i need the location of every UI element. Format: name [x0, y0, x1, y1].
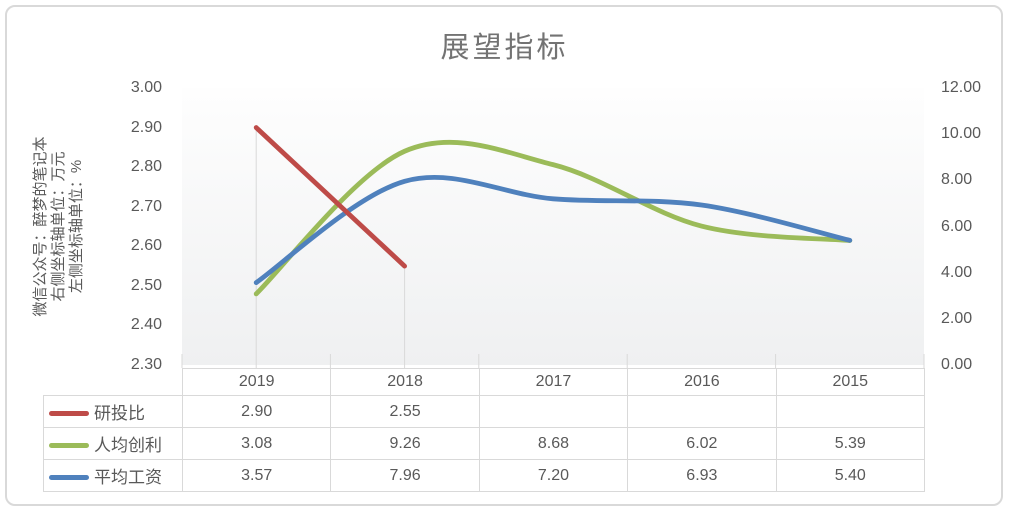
left-axis-tick-label: 3.00 — [130, 79, 162, 96]
left-axis-tick-label: 2.50 — [130, 276, 162, 294]
table-value-cell — [775, 395, 925, 428]
table-value-cell: 7.20 — [478, 459, 629, 492]
table-header-row: 2019 2018 2017 2016 2015 — [44, 368, 925, 396]
table-value-cell: 2.55 — [330, 395, 480, 428]
left-axis-tick-label: 2.60 — [130, 237, 162, 255]
table-row-series-1: 人均创利 3.08 9.26 8.68 6.02 5.39 — [43, 427, 925, 460]
right-axis-tick-label: 4.00 — [941, 263, 973, 281]
table-value-cell: 3.08 — [181, 427, 332, 460]
plot-background — [182, 88, 924, 365]
series-line-0 — [253, 125, 407, 269]
right-axis-tick-label: 6.00 — [941, 217, 973, 235]
table-value-cell: 9.26 — [330, 427, 480, 460]
table-value-cell: 5.40 — [775, 459, 925, 492]
right-axis-tick-label: 0.00 — [941, 356, 973, 373]
year-header-2017: 2017 — [478, 368, 629, 396]
legend-label: 人均创利 — [94, 436, 162, 455]
legend-label: 平均工资 — [94, 468, 162, 487]
data-table: 2019 2018 2017 2016 2015 研投比 2.90 2.55 人均创利 3.08… — [43, 368, 925, 492]
table-value-cell: 2.90 — [181, 395, 332, 428]
chart-title: 展望指标 — [440, 32, 569, 64]
table-corner-cell — [44, 369, 183, 396]
table-row-series-0: 研投比 2.90 2.55 — [43, 395, 925, 428]
table-value-cell: 6.93 — [627, 459, 777, 492]
year-header-2018: 2018 — [330, 368, 480, 396]
legend-line-swatch — [49, 474, 89, 480]
left-axis-tick-label: 2.80 — [130, 158, 162, 176]
right-axis-tick-label: 8.00 — [941, 171, 973, 189]
table-row-series-2: 平均工资 3.57 7.96 7.20 6.93 5.40 — [43, 459, 925, 492]
series-line-1 — [253, 139, 853, 297]
year-header-2019: 2019 — [181, 368, 332, 396]
table-value-cell: 3.57 — [181, 459, 332, 492]
table-value-cell: 8.68 — [478, 427, 629, 460]
left-axis-tick-label: 2.90 — [130, 118, 162, 136]
left-axis-tick-label: 2.40 — [130, 316, 162, 334]
left-axis-tick-label: 2.70 — [130, 197, 162, 215]
legend-cell-series-0: 研投比 — [43, 395, 183, 428]
right-axis-tick-label: 10.00 — [941, 125, 982, 143]
right-axis-tick-label: 12.00 — [941, 79, 982, 96]
legend-line-swatch — [49, 410, 89, 416]
legend-cell-series-2: 平均工资 — [43, 459, 183, 492]
right-axis-tick-label: 2.00 — [941, 309, 973, 327]
table-value-cell — [478, 395, 629, 428]
table-value-cell: 5.39 — [775, 427, 925, 460]
table-value-cell: 6.02 — [627, 427, 777, 460]
legend-line-swatch — [49, 442, 89, 448]
year-header-2016: 2016 — [627, 368, 777, 396]
legend-label: 研投比 — [94, 404, 145, 423]
year-header-2015: 2015 — [775, 368, 925, 396]
legend-cell-series-1: 人均创利 — [43, 427, 183, 460]
left-axis-tick-label: 2.30 — [130, 356, 162, 373]
table-value-cell: 7.96 — [330, 459, 480, 492]
table-value-cell — [627, 395, 777, 428]
